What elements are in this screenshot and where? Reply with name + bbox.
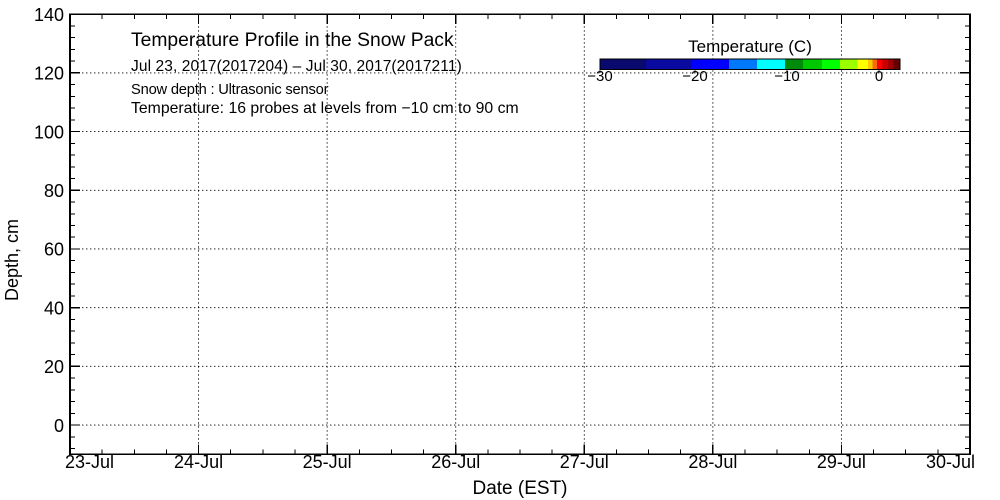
svg-text:Temperature: 16 probes at leve: Temperature: 16 probes at levels from −1… [131, 100, 519, 117]
svg-text:Temperature Profile in the Sno: Temperature Profile in the Snow Pack [131, 30, 454, 51]
svg-text:Jul 23, 2017(2017204) – Jul 30: Jul 23, 2017(2017204) – Jul 30, 2017(201… [131, 58, 462, 75]
svg-text:−30: −30 [587, 68, 612, 85]
svg-text:Temperature (C): Temperature (C) [688, 37, 812, 56]
svg-text:Date (EST): Date (EST) [472, 478, 567, 499]
svg-text:80: 80 [44, 181, 64, 201]
svg-text:140: 140 [34, 5, 64, 25]
svg-text:0: 0 [54, 416, 64, 436]
svg-text:100: 100 [34, 122, 64, 142]
svg-text:−10: −10 [774, 68, 799, 85]
svg-text:60: 60 [44, 240, 64, 260]
svg-text:0: 0 [875, 68, 883, 85]
svg-text:Depth, cm: Depth, cm [2, 219, 22, 301]
svg-text:120: 120 [34, 64, 64, 84]
svg-text:20: 20 [44, 357, 64, 377]
svg-text:Snow depth : Ultrasonic sensor: Snow depth : Ultrasonic sensor [131, 82, 329, 98]
svg-text:−20: −20 [682, 68, 707, 85]
svg-text:40: 40 [44, 298, 64, 318]
